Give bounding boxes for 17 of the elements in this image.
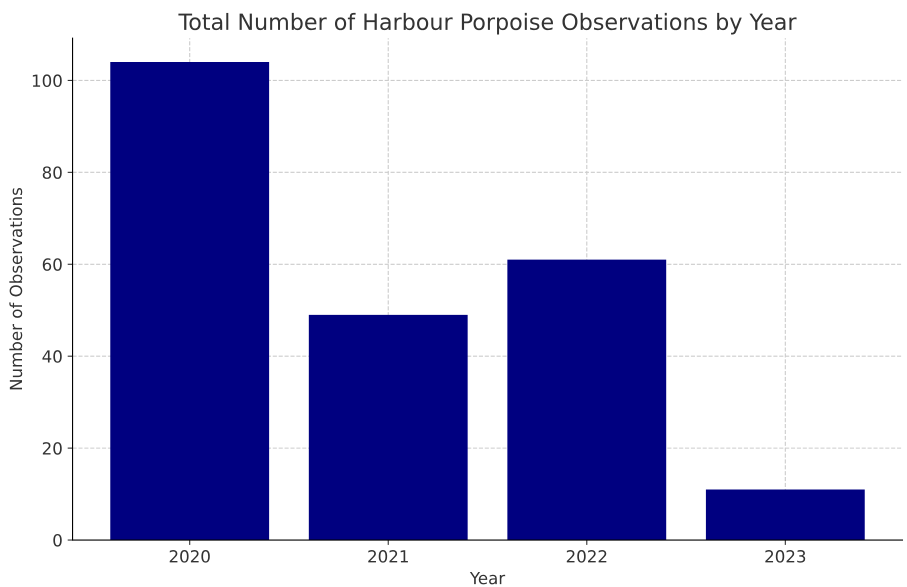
bar: [706, 489, 865, 540]
y-tick-label: 80: [42, 166, 62, 179]
y-tick-label: 0: [53, 534, 62, 547]
x-tick-label: 2021: [368, 550, 408, 563]
x-axis-title: Year: [470, 572, 506, 584]
x-tick-label: 2023: [765, 550, 806, 563]
chart-title: Total Number of Harbour Porpoise Observations by Year: [178, 12, 797, 34]
x-tick-label: 2022: [566, 550, 606, 563]
y-tick-label: 40: [42, 350, 62, 363]
bar: [507, 260, 666, 540]
bar: [110, 62, 270, 540]
y-axis-title: Number of Observations: [9, 188, 22, 390]
y-tick-label: 20: [42, 442, 62, 455]
x-tick-label: 2020: [170, 550, 210, 563]
y-tick-label: 100: [32, 74, 62, 88]
bar: [308, 314, 468, 540]
y-tick-label: 60: [42, 258, 62, 271]
